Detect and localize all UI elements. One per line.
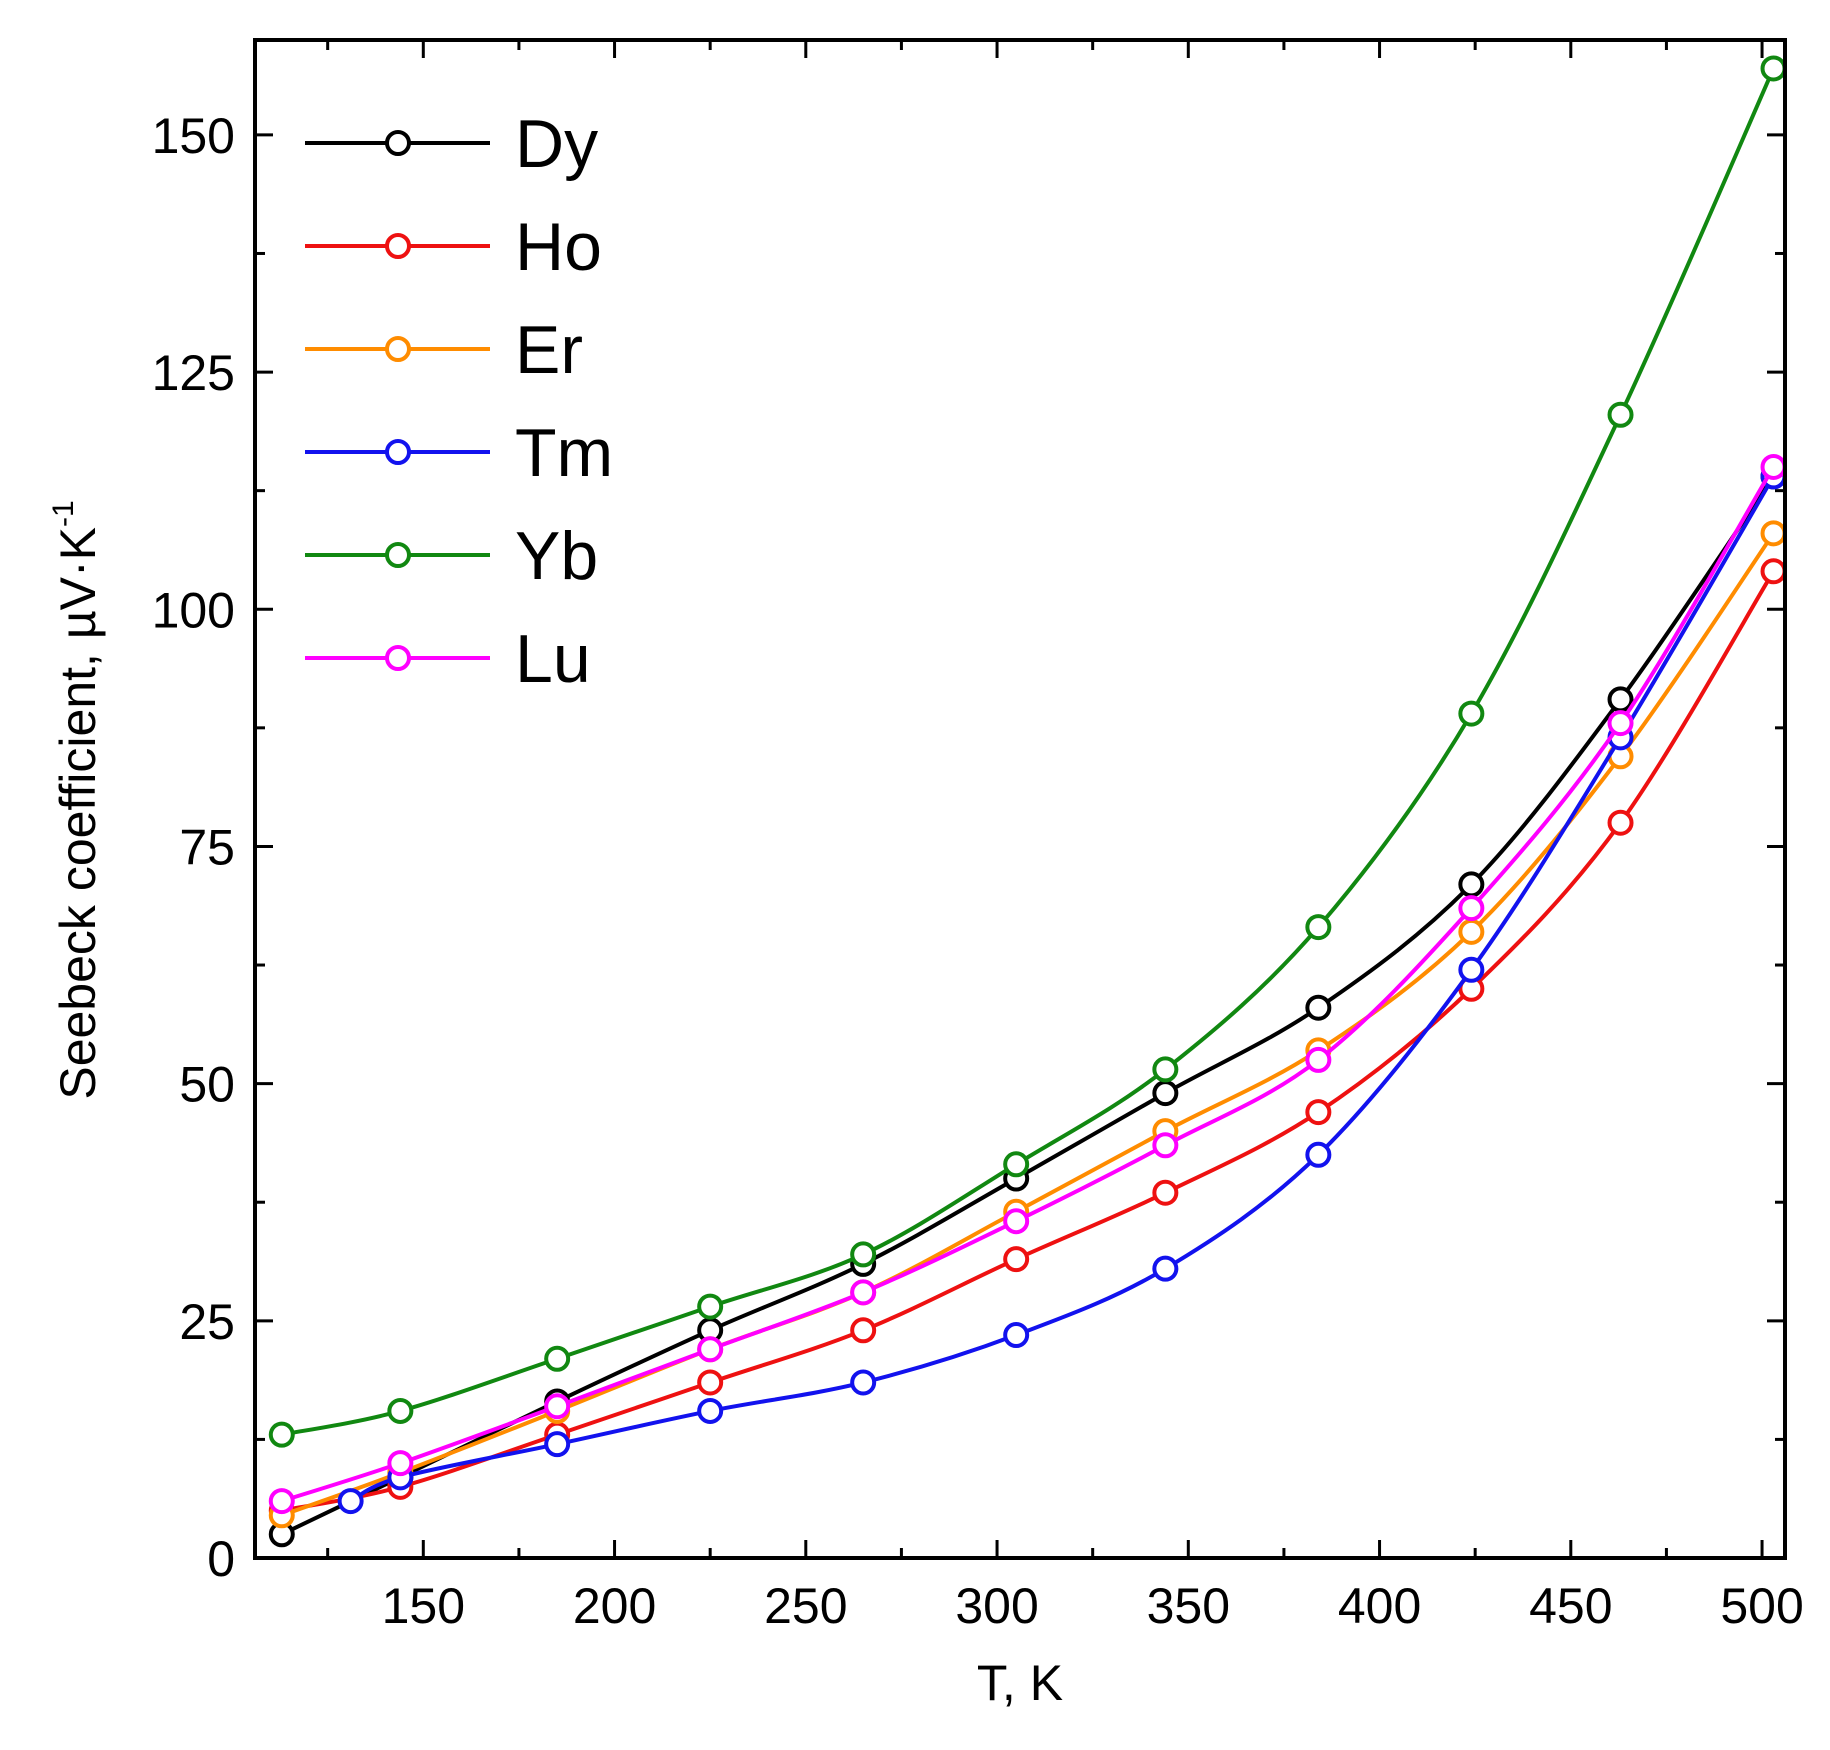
data-point-yb [850, 1241, 877, 1268]
legend-label: Er [515, 312, 583, 388]
legend-item-yb: Yb [305, 518, 598, 594]
legend-label: Dy [515, 106, 598, 182]
series-dy [268, 463, 1787, 1548]
series-line-lu [281, 465, 1776, 1503]
legend-item-dy: Dy [305, 106, 598, 182]
data-point-yb [1760, 55, 1787, 82]
data-point-tm [544, 1431, 571, 1458]
legend-item-ho: Ho [305, 209, 602, 285]
x-tick-label: 500 [1720, 1578, 1803, 1634]
series-layer [268, 55, 1787, 1548]
x-tick-label: 200 [573, 1578, 656, 1634]
y-axis-title-superscript: -1 [47, 500, 80, 527]
x-tick-label: 300 [955, 1578, 1038, 1634]
x-tick-label: 450 [1529, 1578, 1612, 1634]
data-point-ho [1003, 1246, 1030, 1273]
data-point-yb [1458, 700, 1485, 727]
data-point-lu [1305, 1046, 1332, 1073]
data-point-tm [1152, 1255, 1179, 1282]
y-tick-label: 0 [207, 1531, 235, 1587]
data-point-ho [1607, 809, 1634, 836]
data-point-yb [387, 1397, 414, 1424]
data-point-er [1760, 520, 1787, 547]
plot-frame [253, 38, 1787, 1560]
data-point-lu [1760, 453, 1787, 480]
legend-swatch-marker [385, 645, 411, 671]
data-point-er [1458, 918, 1485, 945]
series-line-dy [280, 475, 1776, 1537]
y-tick-label: 50 [179, 1057, 235, 1113]
legend-item-lu: Lu [305, 621, 591, 697]
data-point-tm [1003, 1322, 1030, 1349]
legend-swatch-marker [385, 542, 411, 568]
data-point-lu [544, 1393, 571, 1420]
x-tick-label: 250 [764, 1578, 847, 1634]
legend-swatch-marker [385, 233, 411, 259]
legend-item-tm: Tm [305, 415, 613, 491]
data-point-lu [387, 1450, 414, 1477]
data-point-ho [697, 1369, 724, 1396]
data-point-lu [1003, 1208, 1030, 1235]
data-point-tm [850, 1369, 877, 1396]
legend-swatch-marker [385, 439, 411, 465]
series-line-ho [281, 570, 1776, 1513]
data-point-ho [1305, 1099, 1332, 1126]
x-tick-label: 400 [1338, 1578, 1421, 1634]
data-point-yb [544, 1345, 571, 1372]
x-axis-title: T, K [977, 1655, 1063, 1711]
series-yb [268, 55, 1787, 1448]
data-point-tm [697, 1397, 724, 1424]
y-tick-label: 75 [179, 819, 235, 875]
series-ho [268, 558, 1787, 1524]
legend-label: Yb [515, 518, 598, 594]
legend-item-er: Er [305, 312, 583, 388]
data-point-yb [1607, 401, 1634, 428]
legend-swatch-marker [385, 130, 411, 156]
series-line-er [281, 532, 1776, 1518]
y-axis-title: Seebeck coefficient, µV·K-1 [47, 500, 106, 1099]
series-er [268, 520, 1787, 1529]
data-point-yb [1003, 1151, 1030, 1178]
data-point-ho [850, 1317, 877, 1344]
data-point-tm [1305, 1141, 1332, 1168]
data-point-yb [1152, 1056, 1179, 1083]
data-point-ho [1152, 1179, 1179, 1206]
legend-label: Tm [515, 415, 613, 491]
data-point-lu [1607, 710, 1634, 737]
series-lu [268, 453, 1787, 1515]
data-point-dy [1152, 1080, 1179, 1107]
data-point-lu [268, 1488, 295, 1515]
data-point-lu [850, 1279, 877, 1306]
series-line-yb [281, 67, 1776, 1437]
data-point-lu [697, 1336, 724, 1363]
y-tick-label: 125 [152, 345, 235, 401]
data-point-lu [1152, 1132, 1179, 1159]
data-point-yb [1305, 914, 1332, 941]
legend-swatch-marker [385, 336, 411, 362]
data-point-dy [1607, 686, 1634, 713]
data-point-dy [1305, 994, 1332, 1021]
axis-ticks: 150 200 250 300 350 400 450 500 0 25 50 75 100 125 150 [152, 40, 1804, 1634]
x-tick-label: 150 [382, 1578, 465, 1634]
legend-label: Ho [515, 209, 602, 285]
legend: Dy Ho Er Tm Yb Lu [305, 106, 613, 697]
data-point-tm [337, 1488, 364, 1515]
legend-label: Lu [515, 621, 591, 697]
data-point-lu [1458, 895, 1485, 922]
data-point-tm [1458, 956, 1485, 983]
data-point-dy [1458, 871, 1485, 898]
data-point-ho [1760, 558, 1787, 585]
data-point-yb [268, 1421, 295, 1448]
y-tick-label: 25 [179, 1294, 235, 1350]
y-axis-title-main: Seebeck coefficient, µV·K [50, 527, 106, 1100]
data-point-yb [697, 1293, 724, 1320]
y-tick-label: 100 [152, 582, 235, 638]
x-tick-label: 350 [1147, 1578, 1230, 1634]
y-tick-label: 150 [152, 108, 235, 164]
